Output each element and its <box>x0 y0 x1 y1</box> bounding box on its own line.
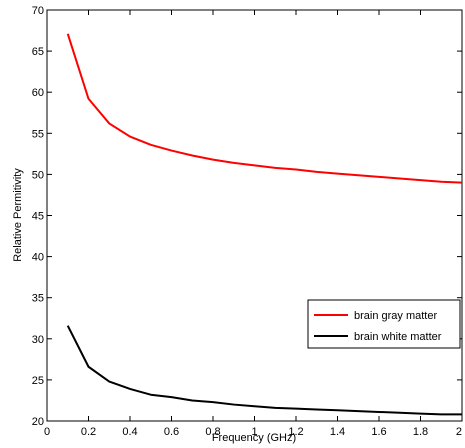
y-tick-label: 20 <box>32 416 44 428</box>
legend-label-brain-gray-matter: brain gray matter <box>354 310 437 322</box>
plot-frame <box>46 9 463 422</box>
y-tick-label: 50 <box>32 169 44 181</box>
series-line-brain-white-matter <box>66 325 462 416</box>
x-tick-label: 0.8 <box>205 426 220 438</box>
y-tick-label: 60 <box>32 87 44 99</box>
y-tick-label: 45 <box>32 211 44 223</box>
x-axis-title: Frequency (GHz) <box>212 432 296 444</box>
y-tick-label: 25 <box>32 375 44 387</box>
x-tick-label: 0 <box>44 426 50 438</box>
x-tick-label: 2 <box>456 426 462 438</box>
y-tick-label: 65 <box>32 46 44 58</box>
series-line-brain-gray-matter <box>66 33 463 184</box>
x-tick-label: 1.6 <box>371 426 386 438</box>
legend-label-brain-white-matter: brain white matter <box>354 331 442 343</box>
x-axis-ticks: 0 0.2 0.4 0.6 0.8 1 1.2 1.4 1.6 1.8 2 <box>44 10 463 438</box>
x-tick-label: 0.6 <box>164 426 179 438</box>
plot-area <box>46 9 463 422</box>
x-tick-label: 1.4 <box>330 426 345 438</box>
x-tick-label: 1.8 <box>413 426 428 438</box>
legend: brain gray matter brain white matter <box>307 299 461 349</box>
y-axis-ticks: 20 25 30 35 40 45 50 55 60 65 70 <box>32 5 462 428</box>
y-tick-label: 55 <box>32 128 44 140</box>
x-tick-label: 1.2 <box>288 426 303 438</box>
y-tick-label: 30 <box>32 334 44 346</box>
x-tick-label: 0.4 <box>122 426 137 438</box>
y-tick-label: 35 <box>32 293 44 305</box>
y-tick-label: 40 <box>32 252 44 264</box>
y-axis-title: Relative Permitivity <box>12 168 24 262</box>
legend-box <box>307 299 461 349</box>
x-tick-label: 1 <box>251 426 257 438</box>
series-layer <box>66 33 463 416</box>
x-tick-label: 0.2 <box>81 426 96 438</box>
y-tick-label: 70 <box>32 5 44 17</box>
